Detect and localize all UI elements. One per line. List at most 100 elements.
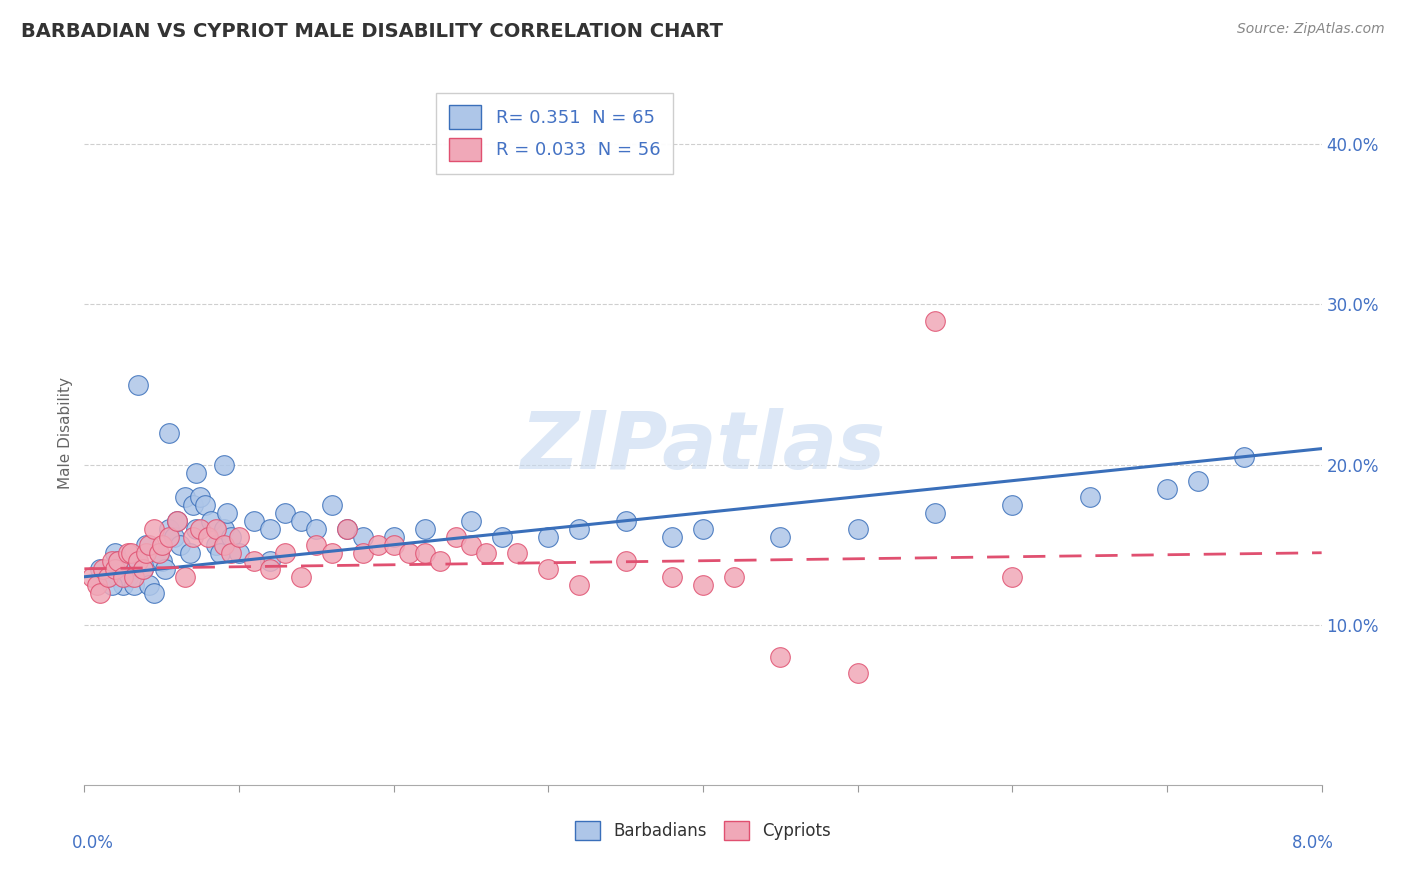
- Point: [1078, 490, 1101, 504]
- Point: [352, 530, 374, 544]
- Point: [143, 586, 166, 600]
- Point: [200, 514, 222, 528]
- Point: [537, 562, 560, 576]
- Point: [122, 570, 145, 584]
- Point: [429, 554, 451, 568]
- Point: [184, 522, 207, 536]
- Point: [219, 546, 242, 560]
- Point: [150, 554, 173, 568]
- Point: [101, 578, 124, 592]
- Point: [184, 466, 207, 480]
- Point: [723, 570, 745, 584]
- Point: [194, 498, 217, 512]
- Point: [413, 522, 436, 536]
- Point: [846, 665, 869, 680]
- Point: [135, 546, 157, 560]
- Point: [491, 530, 513, 544]
- Point: [321, 498, 343, 512]
- Point: [101, 554, 124, 568]
- Point: [120, 546, 142, 560]
- Point: [382, 530, 405, 544]
- Point: [413, 546, 436, 560]
- Point: [89, 562, 111, 576]
- Text: BARBADIAN VS CYPRIOT MALE DISABILITY CORRELATION CHART: BARBADIAN VS CYPRIOT MALE DISABILITY COR…: [21, 22, 723, 41]
- Legend: Barbadians, Cypriots: Barbadians, Cypriots: [568, 814, 838, 847]
- Point: [243, 554, 266, 568]
- Point: [148, 546, 170, 560]
- Point: [127, 377, 149, 392]
- Point: [117, 570, 139, 584]
- Point: [259, 554, 281, 568]
- Point: [460, 538, 482, 552]
- Point: [138, 578, 160, 592]
- Point: [135, 538, 157, 552]
- Point: [132, 562, 155, 576]
- Point: [104, 546, 127, 560]
- Point: [290, 570, 312, 584]
- Point: [924, 506, 946, 520]
- Point: [243, 514, 266, 528]
- Point: [205, 538, 228, 552]
- Point: [86, 578, 108, 592]
- Point: [96, 570, 118, 584]
- Text: 8.0%: 8.0%: [1292, 834, 1334, 852]
- Point: [661, 570, 683, 584]
- Point: [321, 546, 343, 560]
- Point: [219, 530, 242, 544]
- Point: [127, 554, 149, 568]
- Point: [1001, 498, 1024, 512]
- Point: [305, 538, 328, 552]
- Text: Source: ZipAtlas.com: Source: ZipAtlas.com: [1237, 22, 1385, 37]
- Point: [661, 530, 683, 544]
- Point: [259, 562, 281, 576]
- Point: [614, 514, 637, 528]
- Point: [181, 498, 204, 512]
- Point: [1001, 570, 1024, 584]
- Point: [614, 554, 637, 568]
- Point: [163, 530, 186, 544]
- Point: [117, 546, 139, 560]
- Point: [159, 522, 180, 536]
- Point: [336, 522, 359, 536]
- Point: [212, 522, 235, 536]
- Point: [475, 546, 498, 560]
- Point: [212, 538, 235, 552]
- Point: [336, 522, 359, 536]
- Point: [305, 522, 328, 536]
- Point: [924, 313, 946, 327]
- Point: [153, 562, 176, 576]
- Point: [107, 554, 129, 568]
- Text: 0.0%: 0.0%: [72, 834, 114, 852]
- Point: [112, 578, 135, 592]
- Point: [188, 522, 212, 536]
- Point: [112, 570, 135, 584]
- Point: [212, 458, 235, 472]
- Point: [382, 538, 405, 552]
- Point: [1187, 474, 1209, 488]
- Point: [159, 425, 180, 440]
- Point: [228, 546, 250, 560]
- Point: [205, 522, 228, 536]
- Point: [352, 546, 374, 560]
- Point: [274, 546, 297, 560]
- Point: [444, 530, 467, 544]
- Point: [107, 570, 129, 584]
- Point: [290, 514, 312, 528]
- Point: [132, 562, 155, 576]
- Point: [537, 530, 560, 544]
- Point: [174, 490, 197, 504]
- Point: [568, 522, 591, 536]
- Point: [460, 514, 482, 528]
- Point: [166, 514, 188, 528]
- Point: [188, 490, 212, 504]
- Point: [274, 506, 297, 520]
- Point: [169, 538, 191, 552]
- Point: [259, 522, 281, 536]
- Point: [209, 546, 232, 560]
- Point: [506, 546, 529, 560]
- Text: ZIPatlas: ZIPatlas: [520, 408, 886, 486]
- Point: [398, 546, 420, 560]
- Point: [179, 546, 201, 560]
- Point: [143, 522, 166, 536]
- Point: [197, 530, 219, 544]
